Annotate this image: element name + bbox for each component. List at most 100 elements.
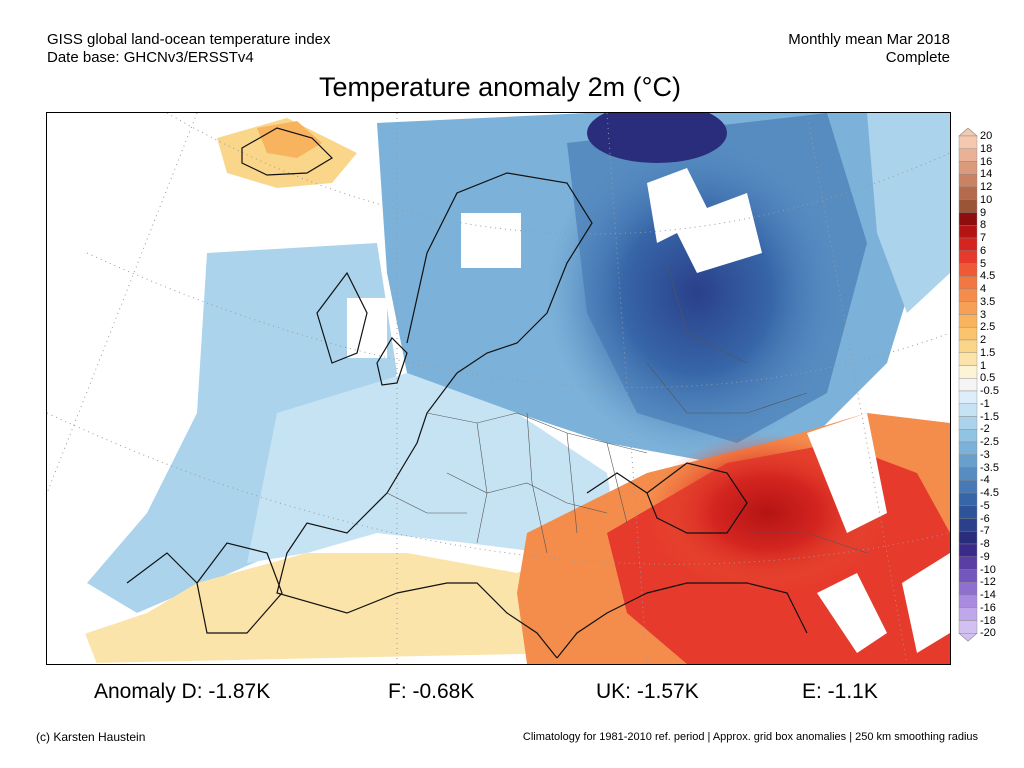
colorbar-tick-label: -10 [980, 563, 996, 576]
colorbar-tick-label: 18 [980, 142, 993, 155]
no-data-box-east [902, 553, 950, 653]
cold-core [547, 133, 847, 453]
colorbar-tick-label: 1 [980, 359, 987, 372]
colorbar-tick-label: -4.5 [980, 487, 999, 499]
colorbar-swatch [958, 314, 978, 328]
colorbar-tick-label: 10 [980, 193, 993, 206]
status-label: Complete [885, 49, 950, 66]
colorbar-tick-label: -1 [980, 397, 990, 410]
colorbar-tick-label: -14 [980, 589, 996, 601]
colorbar-tick-label: 0.5 [980, 372, 996, 385]
colorbar-swatch [958, 327, 978, 341]
colorbar-tick-label: -12 [980, 576, 996, 589]
colorbar-tick-label: -20 [980, 627, 996, 640]
east-cool-region [867, 113, 950, 313]
no-data-box-russia [647, 168, 762, 273]
central-europe-cool-region [247, 373, 617, 563]
colorbar-swatch [958, 531, 978, 545]
colorbar-swatch [958, 556, 978, 570]
stat-germany: Anomaly D: -1.87K [94, 680, 271, 703]
colorbar-tick-label: 16 [980, 155, 993, 168]
no-data-box-finland [461, 213, 521, 268]
colorbar-tick-label: -5 [980, 499, 990, 512]
colorbar-swatch [958, 378, 978, 392]
colorbar-swatch [958, 505, 978, 519]
colorbar-swatch [958, 352, 978, 366]
colorbar-swatch [958, 543, 978, 557]
colorbar-swatch [958, 441, 978, 455]
colorbar-swatch [958, 620, 978, 634]
colorbar-tick-label: -0.5 [980, 385, 999, 397]
colorbar-arrow-top [958, 128, 978, 137]
colorbar-tick-label: -18 [980, 614, 996, 627]
colorbar-swatch [958, 416, 978, 430]
colorbar-tick-label: -3.5 [980, 461, 999, 474]
anomaly-map [46, 112, 951, 665]
colorbar-tick-label: 4.5 [980, 270, 996, 283]
dataset-name: GISS global land-ocean temperature index [47, 31, 331, 48]
data-base: Date base: GHCNv3/ERSSTv4 [47, 49, 254, 66]
colorbar-tick-label: 9 [980, 206, 987, 219]
colorbar-swatch [958, 594, 978, 608]
colorbar-tick-label: -9 [980, 550, 990, 563]
colorbar-swatch [958, 569, 978, 583]
map-canvas [47, 113, 950, 664]
graticule [47, 113, 950, 664]
colorbar-swatch [958, 403, 978, 417]
colorbar-swatch [958, 276, 978, 290]
colorbar-swatch [958, 161, 978, 175]
colorbar-tick-label: 2 [980, 334, 987, 346]
colorbar-tick-label: -6 [980, 512, 990, 525]
colorbar-swatch [958, 492, 978, 506]
colorbar-swatch [958, 288, 978, 302]
country-borders [386, 262, 868, 554]
coastlines [126, 127, 808, 659]
colorbar-tick-label: 20 [980, 130, 993, 142]
colorbar-swatch [958, 250, 978, 264]
colorbar-swatch [958, 365, 978, 379]
no-data-box-atlantic [347, 298, 387, 358]
period-label: Monthly mean Mar 2018 [788, 31, 950, 48]
stat-uk: UK: -1.57K [596, 680, 699, 703]
colorbar-tick-label: 7 [980, 232, 987, 244]
colorbar-tick-label: -7 [980, 525, 990, 538]
colorbar-tick-label: -2.5 [980, 436, 999, 448]
colorbar-swatch [958, 199, 978, 213]
colorbar-tick-label: 12 [980, 181, 993, 193]
colorbar-tick-label: 1.5 [980, 346, 996, 359]
colorbar-swatch [958, 135, 978, 149]
colorbar-swatch [958, 429, 978, 443]
colorbar-tick-label: 8 [980, 219, 987, 232]
colorbar-swatch [958, 467, 978, 481]
colorbar-tick-label: 2.5 [980, 321, 996, 334]
cold-core-north [587, 113, 727, 163]
mediterranean-warm-region [47, 533, 647, 664]
colorbar-swatch [958, 263, 978, 277]
colorbar-swatch [958, 339, 978, 353]
colorbar-swatch [958, 212, 978, 226]
colorbar-swatch [958, 301, 978, 315]
colorbar-swatch [958, 225, 978, 239]
colorbar-tick-label: -4 [980, 474, 990, 487]
colorbar-tick-label: -3 [980, 448, 990, 461]
colorbar [958, 128, 978, 642]
colorbar-swatch [958, 390, 978, 404]
header-left: GISS global land-ocean temperature index… [47, 31, 331, 67]
copyright: (c) Karsten Haustein [36, 730, 146, 744]
colorbar-tick-label: -2 [980, 423, 990, 436]
colorbar-swatch [958, 186, 978, 200]
colorbar-tick-label: 6 [980, 244, 987, 257]
atlantic-cool-region [87, 243, 397, 613]
colorbar-arrow-bottom [958, 632, 978, 642]
colorbar-tick-label: 3 [980, 308, 987, 321]
colorbar-swatch [958, 518, 978, 532]
colorbar-swatch [958, 174, 978, 188]
colorbar-tick-label: -8 [980, 538, 990, 550]
no-data-box-sw [47, 613, 97, 664]
colorbar-swatch [958, 454, 978, 468]
climatology-note: Climatology for 1981-2010 ref. period | … [522, 731, 978, 743]
colorbar-swatch [958, 148, 978, 162]
stat-france: F: -0.68K [388, 680, 475, 703]
map-title: Temperature anomaly 2m (°C) [319, 72, 681, 102]
colorbar-tick-label: -16 [980, 601, 996, 614]
